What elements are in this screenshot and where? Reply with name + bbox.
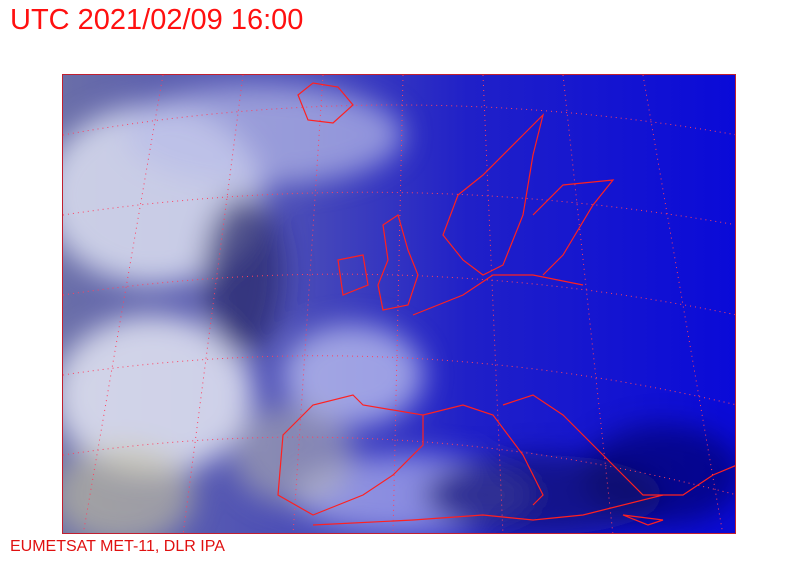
image-credit: EUMETSAT MET-11, DLR IPA bbox=[10, 538, 225, 555]
cloud-layer bbox=[63, 85, 735, 533]
scandinavia-coast bbox=[442, 113, 545, 276]
graticule bbox=[63, 75, 735, 533]
iberia-coast bbox=[277, 394, 424, 516]
coastlines bbox=[277, 82, 735, 526]
ireland-coast bbox=[337, 254, 369, 296]
timestamp-title: UTC 2021/02/09 16:00 bbox=[10, 4, 304, 36]
great-britain-coast bbox=[377, 214, 419, 311]
iceland-coast bbox=[297, 82, 354, 124]
mediterranean-coast bbox=[502, 394, 735, 496]
satellite-map bbox=[62, 74, 736, 534]
satellite-image bbox=[63, 75, 735, 533]
